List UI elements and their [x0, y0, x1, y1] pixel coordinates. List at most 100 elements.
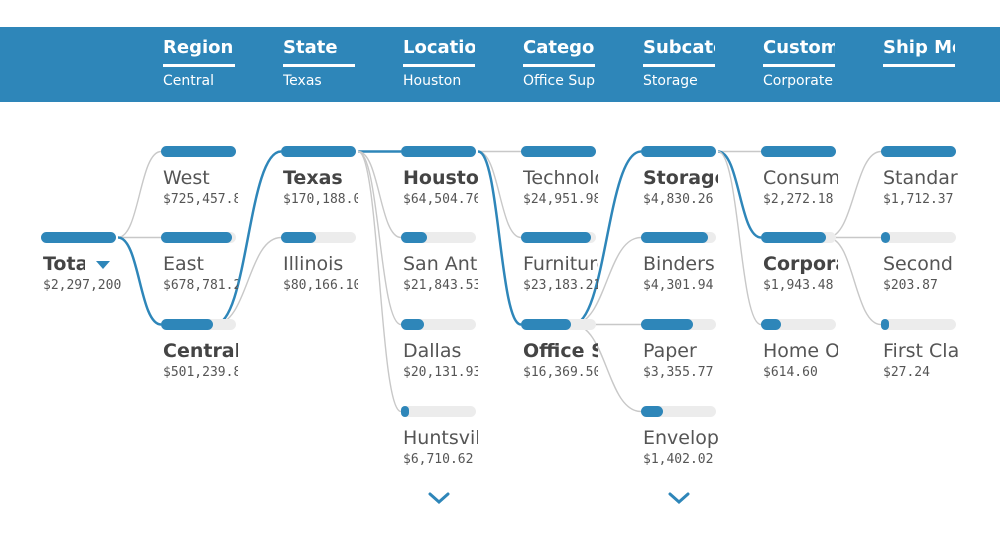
tree-node-value: $4,830.26 [643, 192, 714, 207]
value-bar-track [521, 319, 596, 330]
show-more-chevron-icon[interactable] [667, 491, 691, 505]
value-bar-fill [761, 232, 826, 243]
header-column-value: Office Supplies [523, 73, 595, 89]
header-column-value: Central [163, 73, 214, 89]
tree-node-label: Home Office [763, 340, 838, 362]
value-bar-fill [401, 319, 425, 330]
value-bar-fill [521, 146, 596, 157]
value-bar-track [641, 406, 716, 417]
header-column-value: Texas [283, 73, 322, 89]
tree-node-label: Corporate [763, 253, 838, 275]
value-bar-track [401, 406, 476, 417]
tree-node-label: Standard Class [883, 167, 958, 189]
value-bar-track [881, 146, 956, 157]
tree-node-label: Technology [523, 167, 598, 189]
value-bar-fill [521, 232, 591, 243]
tree-node-value: $2,272.18 [763, 192, 834, 207]
value-bar-track [521, 232, 596, 243]
tree-link [717, 150, 762, 239]
value-bar-fill [281, 232, 317, 243]
tree-node-label: Illinois [283, 253, 344, 275]
header-column-underline [523, 64, 595, 67]
tree-link [357, 150, 402, 326]
tree-node-label: Furniture [523, 253, 598, 275]
value-bar-fill [761, 146, 836, 157]
value-bar-fill [161, 146, 236, 157]
value-bar-track [881, 319, 956, 330]
header-column-name: Subcategory [643, 37, 715, 58]
tree-link [214, 150, 282, 326]
value-bar-fill [881, 146, 956, 157]
tree-node-value: $64,504.76 [403, 192, 478, 207]
value-bar-track [641, 319, 716, 330]
value-bar-fill [401, 146, 476, 157]
header-column-state[interactable]: State Texas [283, 37, 355, 89]
header-column-ship-mode[interactable]: Ship Mode [883, 37, 955, 73]
tree-node-value: $16,369.50 [523, 365, 598, 380]
tree-node-value: $23,183.21 [523, 278, 598, 293]
value-bar-fill [41, 232, 116, 243]
value-bar-track [281, 146, 356, 157]
tree-node-value: $1,402.02 [643, 452, 714, 467]
dropdown-caret-icon[interactable] [95, 260, 111, 270]
value-bar-fill [161, 319, 213, 330]
value-bar-track [521, 146, 596, 157]
tree-link [357, 150, 402, 239]
tree-node-value: $27.24 [883, 365, 930, 380]
value-bar-fill [641, 146, 716, 157]
tree-node-label: Binders [643, 253, 715, 275]
tree-link [477, 150, 522, 326]
value-bar-fill [881, 232, 890, 243]
value-bar-track [641, 146, 716, 157]
tree-node-value: $3,355.77 [643, 365, 714, 380]
header-column-category[interactable]: Category Office Supplies [523, 37, 595, 89]
header-column-name: Customer [763, 37, 835, 58]
tree-link [117, 150, 162, 239]
tree-node-label: Huntsville [403, 427, 478, 449]
tree-node-value: $725,457.8 [163, 192, 238, 207]
tree-link [827, 236, 882, 326]
tree-node-label: Paper [643, 340, 697, 362]
tree-node-label: West [163, 167, 210, 189]
header-column-region[interactable]: Region Central [163, 37, 235, 89]
value-bar-track [161, 232, 236, 243]
value-bar-track [641, 232, 716, 243]
header-bar: Region Central State Texas Location Houston Ca… [0, 27, 1000, 102]
tree-node-value: $21,843.53 [403, 278, 478, 293]
value-bar-track [881, 232, 956, 243]
value-bar-track [41, 232, 116, 243]
tree-node-value: $20,131.93 [403, 365, 478, 380]
header-column-name: State [283, 37, 338, 58]
header-column-location[interactable]: Location Houston [403, 37, 475, 89]
tree-node-label: Texas [283, 167, 343, 189]
header-column-value: Houston [403, 73, 462, 89]
header-column-subcategory[interactable]: Subcategory Storage [643, 37, 715, 89]
header-column-name: Location [403, 37, 475, 58]
value-bar-fill [401, 232, 427, 243]
value-bar-fill [161, 232, 232, 243]
value-bar-track [761, 146, 836, 157]
tree-link [572, 150, 642, 326]
value-bar-fill [761, 319, 782, 330]
tree-node-value: $614.60 [763, 365, 818, 380]
tree-node-value: $678,781.2 [163, 278, 238, 293]
show-more-chevron-icon[interactable] [427, 491, 451, 505]
tree-node-value: $1,943.48 [763, 278, 834, 293]
tree-node-value: $24,951.98 [523, 192, 598, 207]
header-column-underline [763, 64, 835, 67]
value-bar-fill [641, 319, 693, 330]
header-column-value: Corporate [763, 73, 833, 89]
value-bar-track [281, 232, 356, 243]
header-column-name: Ship Mode [883, 37, 955, 58]
tree-node-label: San Antonio [403, 253, 478, 275]
header-column-customer[interactable]: Customer Corporate [763, 37, 835, 89]
tree-node-value: $4,301.94 [643, 278, 714, 293]
header-column-name: Region [163, 37, 234, 58]
tree-node-label: Total [43, 253, 85, 275]
tree-node-label: First Class [883, 340, 958, 362]
tree-node-value: $501,239.8 [163, 365, 238, 380]
value-bar-track [401, 146, 476, 157]
tree-node-value: $80,166.10 [283, 278, 358, 293]
tree-node-label: East [163, 253, 204, 275]
value-bar-fill [881, 319, 889, 330]
